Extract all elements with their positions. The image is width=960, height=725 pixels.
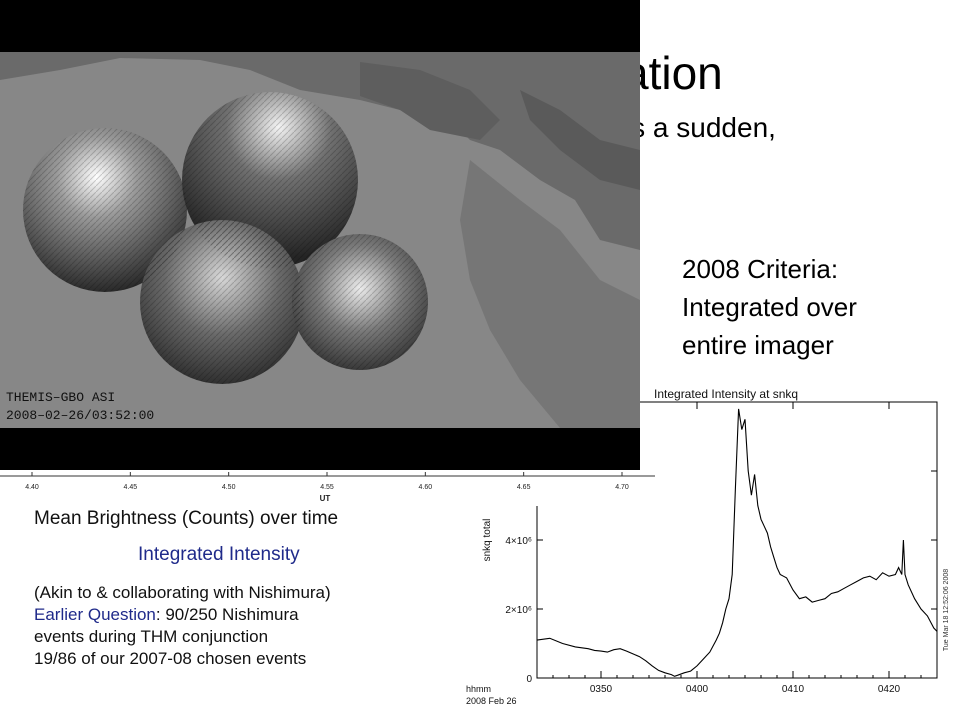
plot-x-tick-label: 0350 bbox=[590, 684, 613, 695]
mean-axis-tick-label: 4.45 bbox=[124, 484, 138, 491]
note-line: (Akin to & collaborating with Nishimura) bbox=[34, 583, 331, 602]
note-line: 19/86 of our 2007-08 chosen events bbox=[34, 649, 307, 668]
mean-axis-tick-label: 4.50 bbox=[222, 484, 236, 491]
plot-x-tick-label: 0400 bbox=[686, 684, 709, 695]
asi-label-line1: THEMIS–GBO ASI bbox=[6, 390, 115, 405]
plot-title: Integrated Intensity at snkq bbox=[654, 387, 798, 401]
integrated-intensity-label: Integrated Intensity bbox=[138, 544, 300, 565]
mean-axis-tick-label: 4.60 bbox=[419, 484, 433, 491]
mean-brightness-axis-strip: 4.40 4.45 4.50 4.55 4.60 4.65 4.70 UT bbox=[0, 470, 655, 506]
criteria-line: Integrated over bbox=[682, 292, 857, 322]
mean-axis-tick-label: 4.55 bbox=[320, 484, 334, 491]
mean-axis-tick-label: 4.40 bbox=[25, 484, 39, 491]
asi-mosaic-image: THEMIS–GBO ASI 2008–02–26/03:52:00 bbox=[0, 0, 640, 480]
plot-y-tick-label: 0 bbox=[526, 674, 532, 685]
plot-ylabel: snkq total bbox=[482, 519, 493, 562]
note-line: Earlier Question: 90/250 Nishimura bbox=[34, 604, 464, 626]
plot-x-tick-label: 0410 bbox=[782, 684, 805, 695]
mean-axis-tick-label: 4.65 bbox=[517, 484, 531, 491]
plot-y-tick-label: 2×10⁶ bbox=[505, 605, 532, 616]
plot-xlabel-corner: hhmm bbox=[466, 684, 491, 694]
series-line bbox=[536, 408, 938, 677]
mean-axis-tick-label: 4.70 bbox=[615, 484, 629, 491]
asi-mosaic-panel: THEMIS–GBO ASI 2008–02–26/03:52:00 bbox=[0, 0, 640, 480]
criteria-line: entire imager bbox=[682, 330, 834, 360]
plot-x-tick-label: 0420 bbox=[878, 684, 901, 695]
note-line: events during THM conjunction bbox=[34, 627, 269, 646]
mean-axis-svg: 4.40 4.45 4.50 4.55 4.60 4.65 4.70 UT bbox=[0, 472, 655, 503]
mean-axis-xlabel: UT bbox=[320, 494, 331, 503]
earlier-question-label: Earlier Question bbox=[34, 605, 156, 624]
criteria-line: 2008 Criteria: bbox=[682, 254, 839, 284]
mean-brightness-label: Mean Brightness (Counts) over time bbox=[34, 508, 339, 529]
mean-axis-ticks: 4.40 4.45 4.50 4.55 4.60 4.65 4.70 bbox=[25, 472, 629, 491]
notes: (Akin to & collaborating with Nishimura)… bbox=[34, 582, 464, 670]
bottom-left-text: Mean Brightness (Counts) over time Integ… bbox=[34, 508, 464, 670]
plot-side-label: Tue Mar 18 12:52:06 2008 bbox=[943, 569, 950, 651]
asi-label-line2: 2008–02–26/03:52:00 bbox=[6, 408, 154, 423]
criteria-text: 2008 Criteria: Integrated over entire im… bbox=[682, 250, 857, 364]
earlier-question-text: : 90/250 Nishimura bbox=[155, 605, 299, 624]
plot-date-label: 2008 Feb 26 bbox=[466, 696, 517, 706]
plot-y-tick-label: 4×10⁶ bbox=[505, 536, 532, 547]
